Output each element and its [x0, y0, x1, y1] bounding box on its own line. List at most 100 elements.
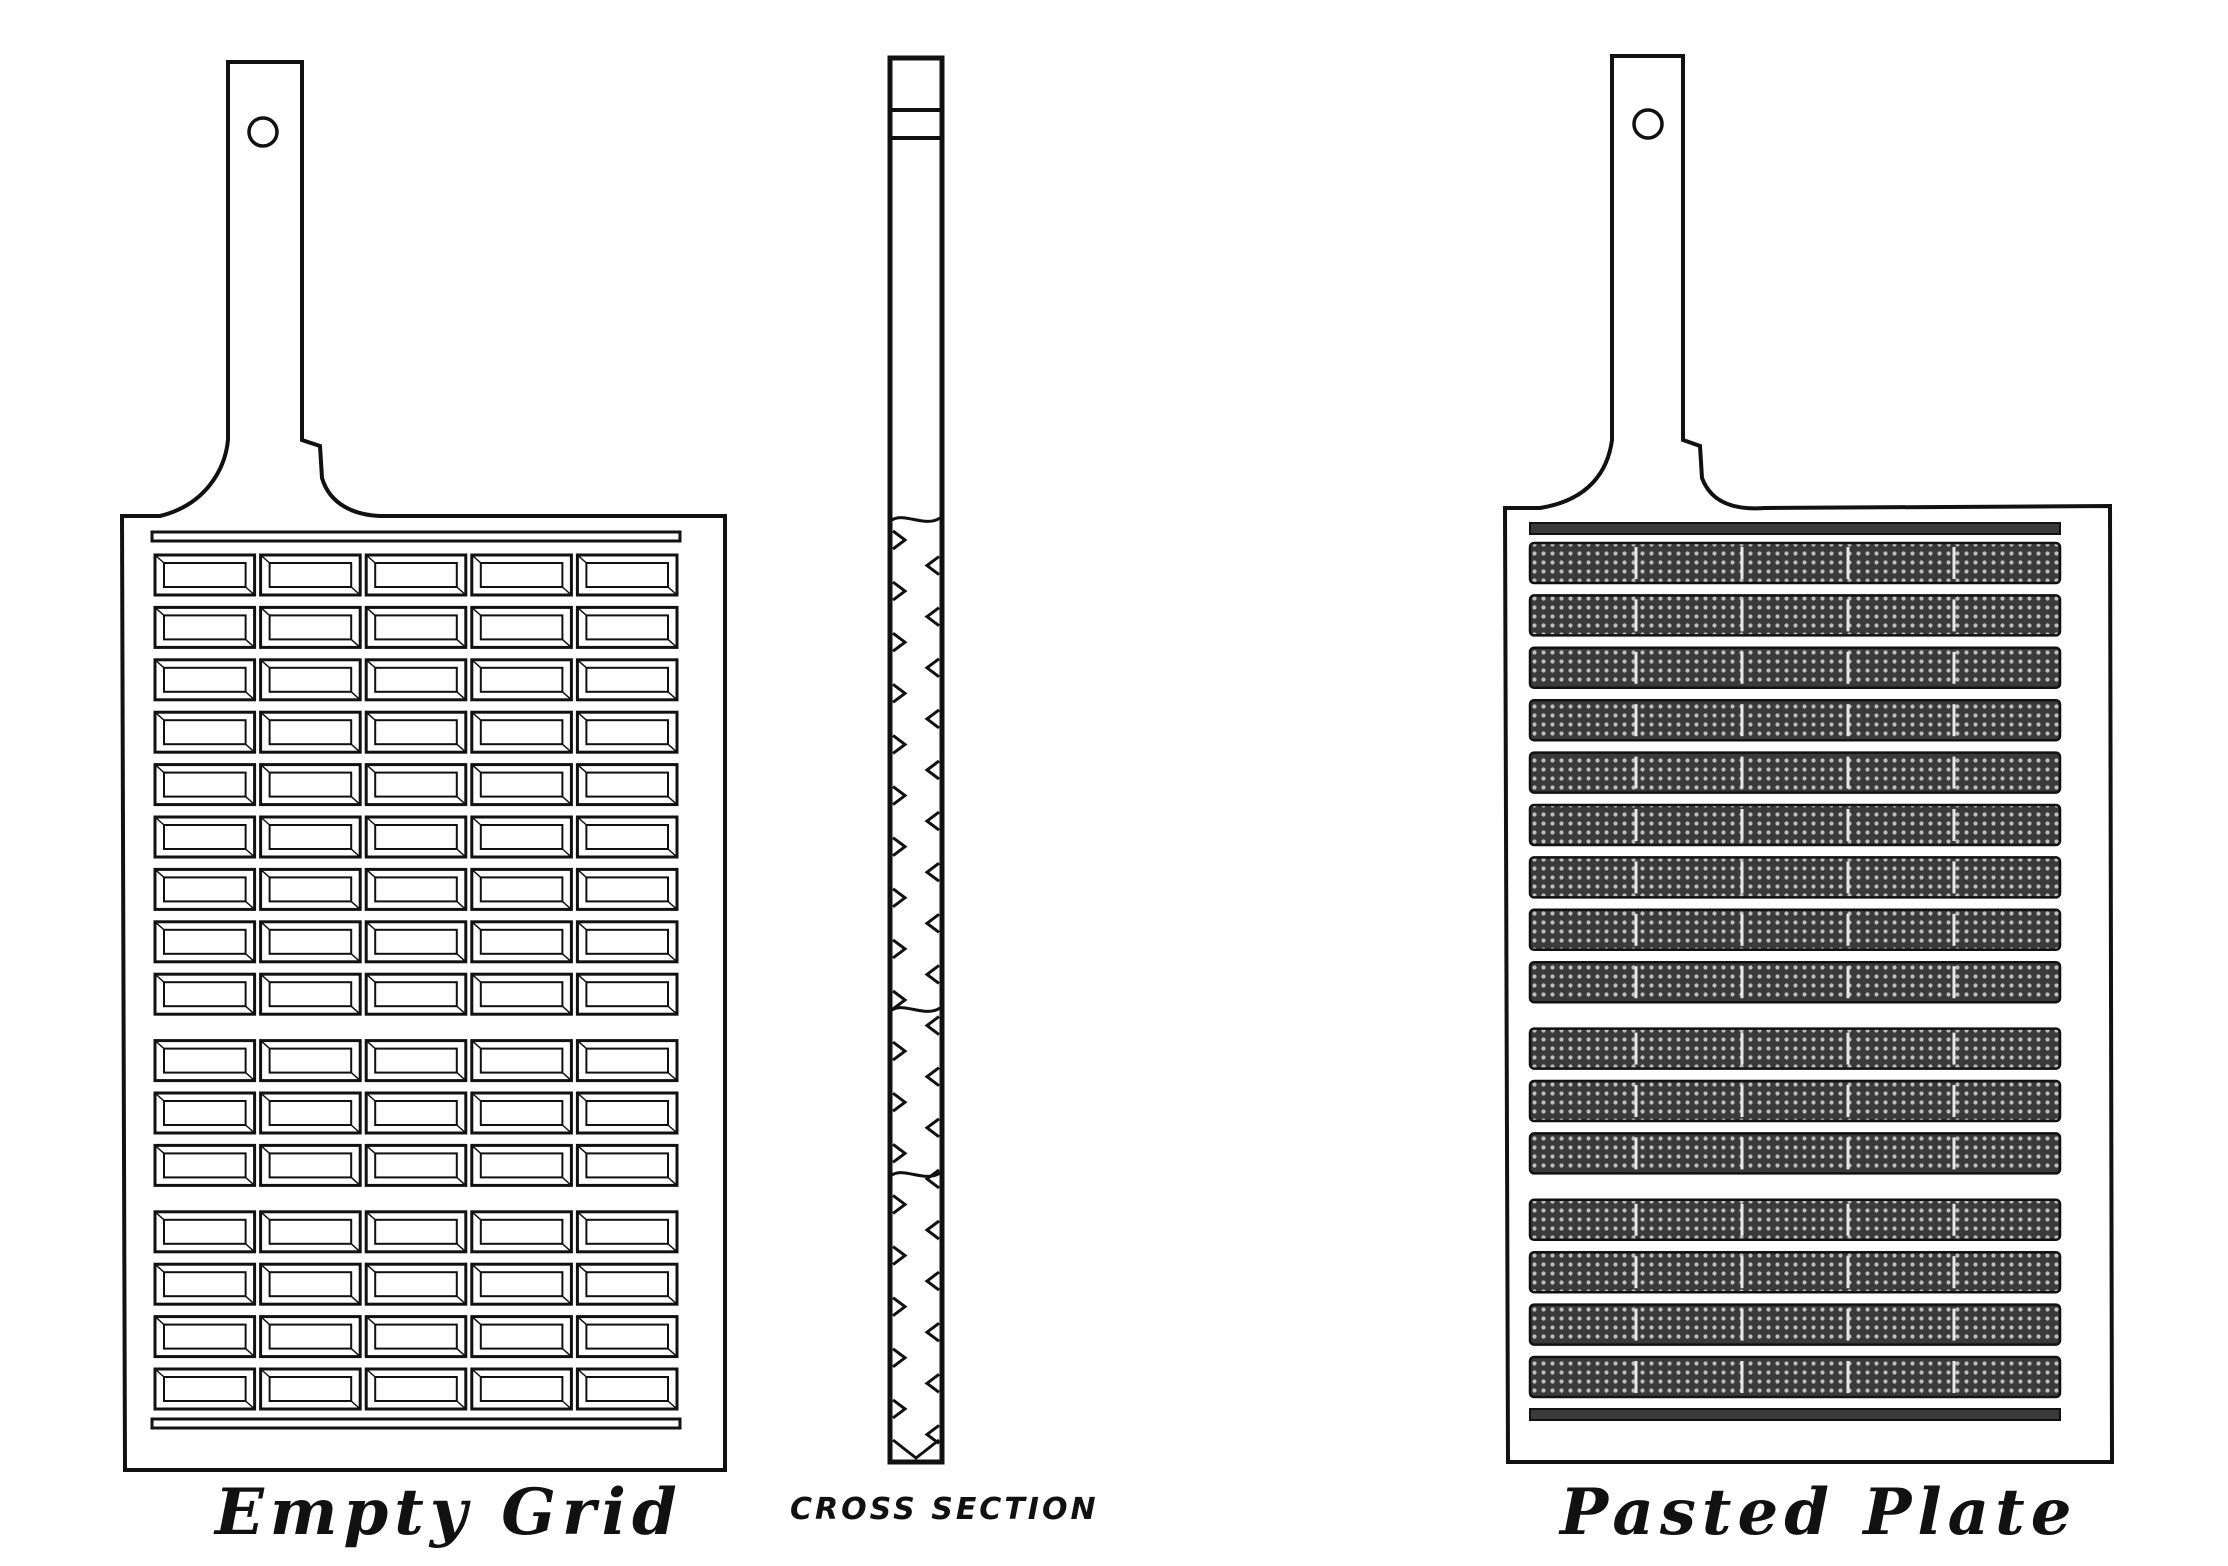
grid-cell [470, 815, 573, 859]
bottom-pocket [892, 1438, 940, 1460]
bottom-strip [1529, 1408, 2061, 1421]
pasted-row [1528, 594, 2062, 637]
grid-cell [153, 815, 257, 859]
grid-cell [575, 1367, 679, 1411]
pasted-row [1528, 751, 2062, 794]
right-pocket [924, 1322, 940, 1343]
grid-cell [575, 553, 679, 597]
pasted-row [1528, 856, 2062, 899]
grid-cell [470, 1143, 573, 1187]
grid-cell [259, 1262, 362, 1306]
right-pocket [924, 1373, 940, 1394]
pasted-row [1528, 960, 2062, 1004]
grid-cell [575, 658, 679, 702]
left-pocket [892, 734, 908, 755]
grid-cell [470, 710, 573, 754]
pasted-row [1528, 1303, 2062, 1346]
grid-cell [575, 1210, 679, 1254]
grid-cell [575, 1315, 679, 1359]
grid-cell [470, 1039, 573, 1083]
grid-cell [259, 920, 362, 964]
grid-cell [153, 710, 257, 754]
pasted-row [1528, 803, 2062, 847]
top-strip [150, 530, 682, 543]
grid-cell [259, 1367, 362, 1411]
right-pocket [924, 1117, 940, 1138]
cross-section-pockets [891, 516, 941, 1460]
grid-cell [575, 815, 679, 859]
grid-cell [575, 1091, 679, 1135]
grid-cell [575, 1143, 679, 1187]
grid-cell [470, 1315, 573, 1359]
grid-cell [364, 1143, 468, 1187]
right-pocket [924, 1424, 940, 1445]
left-pocket [892, 1194, 908, 1215]
grid-cell [259, 763, 362, 807]
grid-cell [470, 658, 573, 702]
grid-cell [259, 605, 362, 649]
grid-cell [364, 972, 468, 1016]
grid-cell [575, 710, 679, 754]
grid-cell [470, 553, 573, 597]
grid-cell [364, 1091, 468, 1135]
pasted-row [1528, 1027, 2062, 1070]
grid-cell [259, 1039, 362, 1083]
right-pocket [924, 862, 940, 883]
grid-cell [259, 867, 362, 911]
hanging-hole [247, 116, 279, 148]
grid-cell [364, 867, 468, 911]
right-pocket [924, 913, 940, 934]
grid-cell [259, 1091, 362, 1135]
grid-cell [153, 605, 257, 649]
grid-cell [364, 1210, 468, 1254]
grid-cell [153, 1091, 257, 1135]
left-pocket [892, 632, 908, 653]
left-pocket [892, 989, 908, 1011]
left-pocket [892, 836, 908, 857]
left-pocket [892, 785, 908, 806]
grid-cell [364, 553, 468, 597]
grid-cell [153, 920, 257, 964]
right-pocket [924, 1168, 940, 1190]
left-pocket [892, 1143, 908, 1164]
bottom-strip [150, 1417, 682, 1430]
empty-grid-plate [119, 60, 727, 1472]
grid-cell [470, 1367, 573, 1411]
left-pocket [892, 1245, 908, 1266]
grid-cell [575, 1262, 679, 1306]
grid-cell [364, 658, 468, 702]
grid-cell [259, 815, 362, 859]
grid-cell [259, 1143, 362, 1187]
right-pocket [924, 1270, 940, 1292]
grid-cell [470, 1210, 573, 1254]
grid-cell [364, 605, 468, 649]
grid-cell [575, 763, 679, 807]
right-pocket [924, 708, 940, 730]
pasted-row [1528, 1079, 2062, 1123]
pasted-row [1528, 908, 2062, 952]
empty-grid-cells [150, 530, 682, 1430]
grid-cell [153, 1262, 257, 1306]
grid-cell [364, 710, 468, 754]
grid-cell [470, 1091, 573, 1135]
grid-cell [364, 1262, 468, 1306]
cross-section [887, 55, 945, 1465]
grid-cell [470, 605, 573, 649]
right-pocket [924, 1219, 940, 1241]
grid-cell [153, 1039, 257, 1083]
grid-cell [575, 605, 679, 649]
grid-cell [153, 972, 257, 1016]
grid-cell [153, 1367, 257, 1411]
grid-cell [364, 920, 468, 964]
grid-cell [259, 553, 362, 597]
grid-cell [259, 1210, 362, 1254]
left-pocket [892, 1296, 908, 1317]
right-pocket [924, 606, 940, 627]
right-pocket [924, 759, 940, 781]
pasted-row [1528, 646, 2062, 690]
grid-cell [364, 815, 468, 859]
grid-cell [153, 763, 257, 807]
grid-cell [153, 867, 257, 911]
left-pocket [892, 1092, 908, 1113]
grid-cell [575, 867, 679, 911]
